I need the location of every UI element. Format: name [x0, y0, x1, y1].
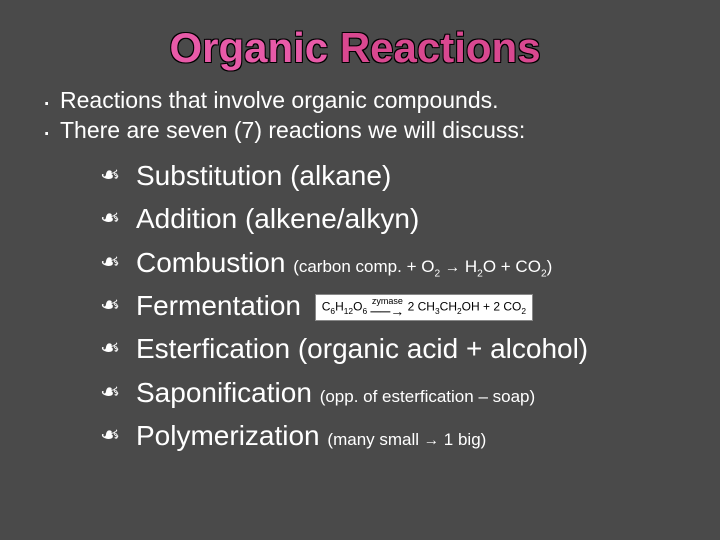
reaction-detail: (many small → 1 big) [327, 430, 486, 449]
reaction-polymerization: Polymerization (many small → 1 big) [100, 414, 690, 457]
reaction-detail: (opp. of esterfication – soap) [320, 387, 535, 406]
reaction-fermentation: Fermentation C6H12O6 zymase──→ 2 CH3CH2O… [100, 284, 690, 327]
reaction-detail: (organic acid + alcohol) [298, 333, 588, 364]
intro-list: Reactions that involve organic compounds… [42, 86, 690, 146]
reaction-name: Fermentation [136, 290, 301, 321]
fermentation-equation: C6H12O6 zymase──→ 2 CH3CH2OH + 2 CO2 [315, 294, 533, 321]
reaction-name: Substitution [136, 160, 282, 191]
reaction-substitution: Substitution (alkane) [100, 154, 690, 197]
reaction-name: Addition [136, 203, 237, 234]
slide-container: Organic Reactions Reactions that involve… [0, 0, 720, 540]
reaction-addition: Addition (alkene/alkyn) [100, 197, 690, 240]
reaction-esterfication: Esterfication (organic acid + alcohol) [100, 327, 690, 370]
reaction-name: Saponification [136, 377, 312, 408]
reaction-detail: (alkane) [290, 160, 391, 191]
reaction-name: Esterfication [136, 333, 290, 364]
reaction-detail: (carbon comp. + O2 → H2O + CO2) [293, 257, 552, 276]
reaction-name: Combustion [136, 247, 285, 278]
title-word-2: Reactions [340, 24, 541, 71]
slide-title: Organic Reactions [20, 24, 690, 72]
reaction-detail: (alkene/alkyn) [245, 203, 419, 234]
reaction-name: Polymerization [136, 420, 320, 451]
reaction-list: Substitution (alkane) Addition (alkene/a… [100, 154, 690, 458]
intro-item-2: There are seven (7) reactions we will di… [42, 116, 690, 146]
reaction-saponification: Saponification (opp. of esterfication – … [100, 371, 690, 414]
intro-item-1: Reactions that involve organic compounds… [42, 86, 690, 116]
reaction-combustion: Combustion (carbon comp. + O2 → H2O + CO… [100, 241, 690, 284]
title-word-1: Organic [169, 24, 328, 71]
